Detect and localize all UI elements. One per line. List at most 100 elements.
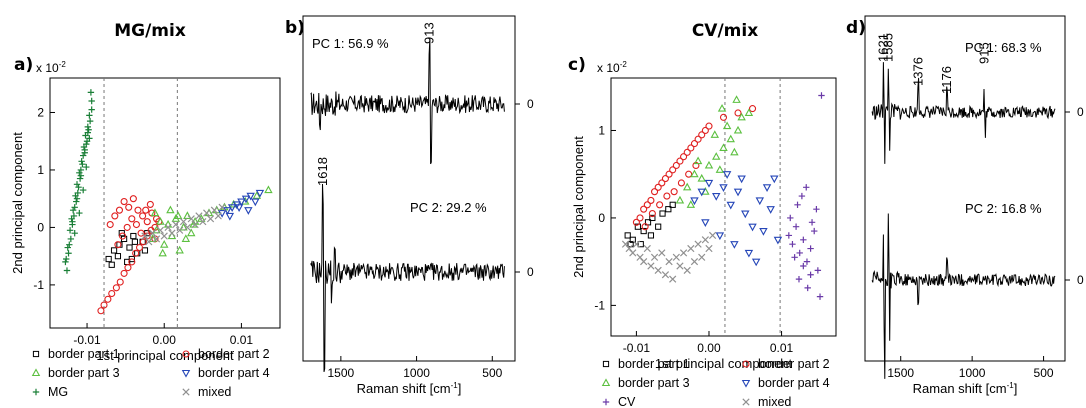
data-point	[647, 262, 655, 270]
data-point	[683, 266, 691, 275]
data-point	[665, 170, 673, 178]
data-point	[62, 258, 69, 266]
x-tick-label: 1500	[887, 366, 914, 380]
peak-label: 1585	[881, 33, 896, 62]
data-point	[81, 146, 88, 154]
data-point	[176, 226, 184, 234]
data-point	[654, 183, 662, 191]
x-tick-label: 500	[482, 366, 502, 380]
data-point	[661, 175, 669, 183]
axis-multiplier-label: x 10-2	[36, 60, 66, 75]
data-point	[744, 108, 754, 117]
data-point	[120, 198, 128, 206]
pc1-label: PC 1: 68.3 %	[965, 40, 1042, 55]
data-point	[116, 278, 124, 286]
data-point	[100, 301, 108, 309]
peak-label: 915	[976, 42, 991, 64]
x-axis-label: 1st principal component	[655, 356, 793, 371]
data-point	[71, 204, 78, 211]
data-point	[83, 163, 90, 171]
data-point	[77, 166, 85, 174]
data-point	[708, 231, 717, 240]
x-tick-label: 1000	[959, 366, 986, 380]
legend-label: mixed	[198, 385, 231, 399]
y-tick-label: -1	[33, 278, 44, 292]
legend-marker	[742, 398, 750, 406]
legend-label: border part 4	[198, 366, 270, 380]
data-point	[74, 189, 81, 197]
data-point	[150, 208, 160, 217]
data-point	[698, 131, 706, 139]
data-point	[158, 248, 167, 257]
x-tick-label: -0.01	[623, 341, 651, 355]
series-border-part-4	[217, 189, 265, 221]
data-point	[637, 241, 644, 248]
data-point	[818, 92, 825, 99]
data-point	[173, 211, 183, 219]
data-point	[687, 244, 695, 253]
x-axis-label: Raman shift [cm-1]	[913, 381, 1018, 396]
data-point	[246, 192, 255, 201]
y-axis-label: 2nd principal component	[10, 132, 25, 274]
data-point	[159, 240, 169, 248]
legend-label: border part 1	[48, 347, 120, 361]
data-point	[755, 197, 765, 206]
x-tick-label: -0.01	[73, 333, 101, 347]
data-point	[800, 236, 807, 243]
data-point	[748, 223, 757, 232]
data-point	[748, 105, 757, 113]
data-point	[670, 188, 678, 196]
data-point	[792, 223, 800, 230]
zero-label: 0	[527, 265, 534, 279]
data-point	[128, 255, 135, 263]
data-point	[632, 218, 640, 226]
data-point	[796, 249, 803, 257]
plot-frame	[864, 15, 1066, 362]
data-point	[669, 275, 677, 283]
spectrum-panel-d: 1500 1000 500 Raman shift [cm-1] 0 0 PC 1: 68.…	[864, 15, 1084, 396]
data-point	[125, 203, 133, 211]
data-point	[142, 206, 150, 214]
legend-marker	[602, 360, 610, 368]
y-tick-label: 1	[37, 163, 44, 177]
data-point	[179, 218, 188, 226]
data-point	[655, 223, 662, 230]
data-point	[149, 229, 157, 237]
data-point	[705, 122, 713, 130]
data-point	[807, 245, 814, 252]
data-point	[629, 249, 637, 257]
data-point	[76, 169, 83, 177]
legend-marker	[32, 388, 40, 396]
data-point	[160, 232, 168, 240]
data-point	[146, 200, 154, 208]
data-point	[661, 271, 670, 279]
data-point	[97, 307, 105, 315]
data-point	[119, 232, 127, 240]
plot-frame	[610, 77, 837, 337]
data-point	[105, 255, 112, 263]
legend-marker	[741, 379, 751, 388]
series-cv	[785, 92, 825, 300]
data-point	[722, 171, 732, 179]
axis-multiplier-label: x 10-2	[597, 60, 627, 75]
data-point	[676, 262, 684, 270]
data-point	[712, 152, 721, 160]
data-point	[800, 262, 807, 270]
data-point	[733, 188, 743, 197]
legend-label: border part 2	[758, 357, 830, 371]
legend-marker	[601, 378, 611, 387]
data-point	[64, 244, 71, 251]
data-point	[71, 229, 78, 237]
data-point	[687, 144, 695, 152]
data-point	[751, 258, 761, 267]
data-point	[785, 232, 793, 239]
data-point	[730, 241, 739, 249]
data-point	[251, 198, 260, 207]
scatter-panel-a: -0.01 0.00 0.01 -1 0 1 2 1st principal componen…	[10, 60, 281, 399]
data-point	[804, 284, 811, 292]
data-point	[665, 258, 673, 266]
data-point	[114, 241, 122, 249]
data-point	[73, 181, 81, 188]
data-point	[183, 223, 192, 232]
